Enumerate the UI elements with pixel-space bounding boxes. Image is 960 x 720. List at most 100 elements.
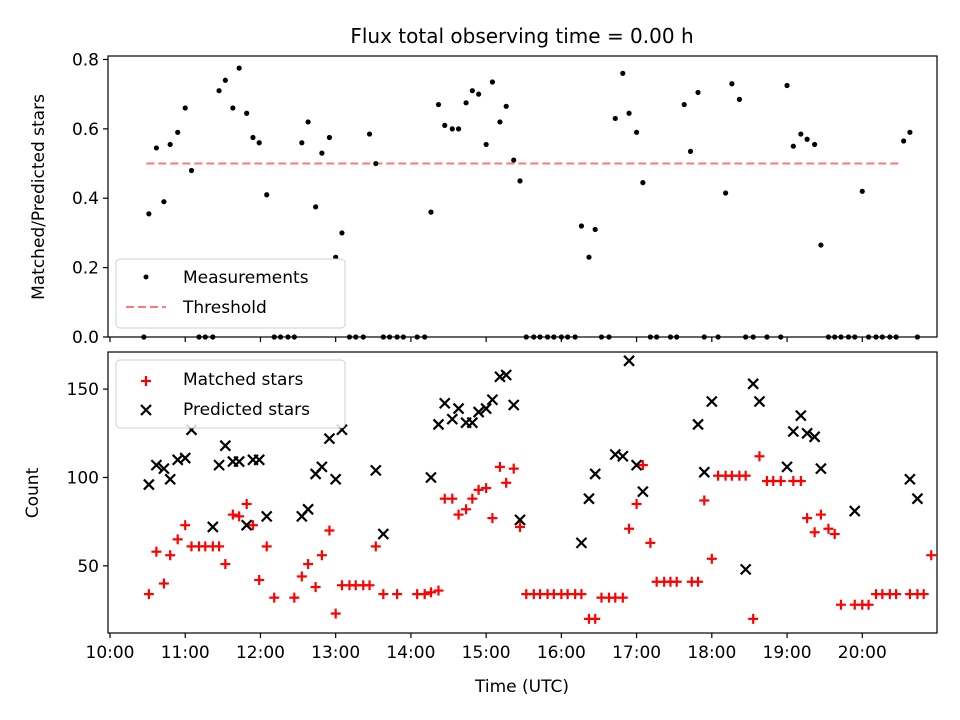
measurement-point: [852, 334, 858, 340]
measurement-point: [271, 334, 277, 340]
matched-point: [775, 476, 786, 487]
measurement-point: [592, 226, 598, 233]
predicted-point: [446, 413, 459, 425]
matched-point: [863, 599, 874, 610]
matched-point: [645, 537, 656, 548]
measurement-point: [277, 334, 284, 340]
measurement-point: [647, 334, 653, 340]
predicted-point: [486, 393, 499, 406]
measurement-point: [565, 334, 571, 340]
measurement-point: [400, 334, 406, 340]
legend-matched-label: Matched stars: [183, 370, 303, 390]
legend-predicted-marker: [140, 404, 152, 416]
measurement-point: [586, 254, 592, 260]
measurement-point: [196, 334, 202, 340]
measurement-point: [598, 334, 605, 340]
measurement-point: [319, 150, 325, 156]
count-legend: Matched stars Predicted stars: [115, 359, 346, 429]
measurement-point: [175, 129, 181, 135]
matched-point: [269, 592, 280, 603]
predicted-point: [630, 459, 643, 471]
count-y-axis: 50 100 150: [67, 380, 108, 577]
predicted-point: [150, 459, 163, 471]
matched-point: [172, 534, 183, 545]
predicted-point: [706, 395, 718, 408]
predicted-point: [219, 439, 232, 452]
matched-point: [693, 576, 704, 587]
matched-point: [214, 541, 225, 552]
count-y-tick-label: 50: [77, 557, 99, 577]
predicted-point: [158, 462, 170, 475]
measurement-point: [764, 334, 770, 340]
count-y-label: Count: [23, 467, 43, 518]
count-x-tick-label: 20:00: [838, 643, 887, 663]
matched-point: [815, 509, 826, 520]
matched-point: [370, 541, 381, 552]
count-x-tick-label: 15:00: [462, 643, 511, 663]
ratio-x-ticks: [109, 337, 863, 342]
predicted-point: [747, 378, 759, 390]
count-x-tick-label: 10:00: [86, 643, 135, 663]
matched-point: [494, 461, 505, 472]
measurement-point: [879, 334, 885, 340]
measurement-point: [483, 141, 489, 148]
predicted-point: [698, 466, 711, 478]
measurement-point: [812, 141, 818, 148]
predicted-point: [466, 416, 479, 429]
measurement-point: [606, 334, 612, 340]
matched-point: [748, 613, 759, 624]
matched-point: [234, 511, 245, 522]
measurement-point: [146, 211, 152, 217]
matched-point: [143, 589, 154, 600]
count-y-tick-label: 100: [67, 468, 99, 488]
matched-point: [501, 477, 512, 488]
measurement-point: [313, 204, 319, 210]
predicted-point: [637, 485, 649, 498]
measurement-point: [640, 180, 646, 186]
count-x-label: Time (UTC): [474, 677, 569, 697]
matched-point: [706, 553, 717, 564]
measurement-point: [778, 334, 784, 340]
count-y-tick-label: 150: [67, 380, 99, 400]
legend-measurements-label: Measurements: [183, 268, 309, 288]
measurement-point: [373, 160, 379, 167]
matched-point: [425, 587, 436, 598]
measurement-points: [141, 65, 921, 340]
matched-point: [165, 550, 176, 561]
measurement-point: [887, 334, 893, 340]
count-x-tick-label: 16:00: [537, 643, 586, 663]
matched-point: [392, 589, 403, 600]
measurement-point: [825, 334, 832, 340]
matched-point: [453, 509, 464, 520]
measurement-point: [551, 334, 557, 340]
measurement-point: [256, 140, 262, 146]
matched-point: [461, 504, 472, 515]
matched-point: [158, 578, 169, 589]
measurement-point: [804, 136, 810, 142]
predicted-point: [179, 452, 192, 464]
legend-predicted-label: Predicted stars: [183, 400, 310, 420]
count-x-tick-label: 18:00: [687, 643, 736, 663]
predicted-point: [213, 459, 225, 471]
measurement-point: [838, 334, 844, 340]
ratio-y-tick-label: 0.4: [72, 189, 99, 209]
predicted-point: [801, 427, 813, 440]
measurement-point: [188, 167, 195, 174]
measurement-point: [572, 334, 578, 340]
predicted-point: [438, 397, 451, 410]
matched-point: [823, 523, 834, 534]
count-x-tick-label: 17:00: [612, 643, 661, 663]
matched-point: [576, 589, 587, 600]
ratio-y-label: Matched/Predicted stars: [29, 94, 49, 300]
matched-point: [364, 580, 375, 591]
matched-point: [926, 550, 937, 561]
predicted-point: [207, 521, 219, 533]
matched-point: [241, 498, 252, 509]
measurement-point: [901, 138, 907, 144]
predicted-point: [472, 406, 485, 418]
measurement-point: [907, 129, 913, 135]
predicted-point: [623, 355, 635, 367]
measurement-point: [633, 129, 640, 135]
matched-points: [143, 451, 937, 624]
